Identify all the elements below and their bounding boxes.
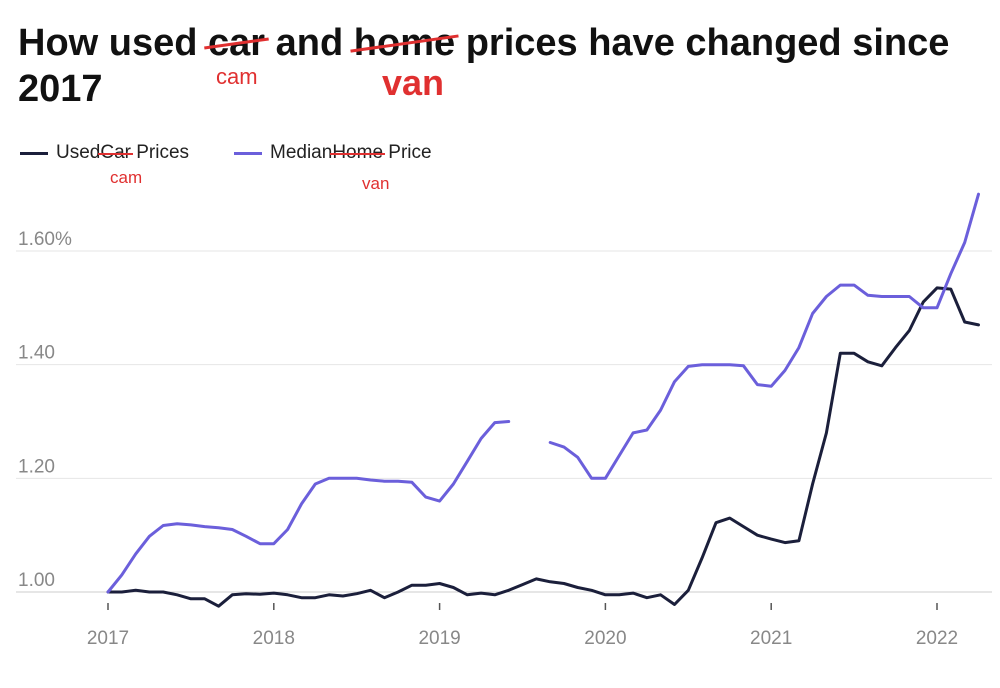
tick-labels: 1.00 1.20 1.40 1.60% 2017 2018 2019 2020 2021 202… <box>18 229 958 649</box>
struck-word-home: home <box>353 22 456 64</box>
annotation-cam-legend: cam <box>110 168 143 187</box>
legend-swatch-used <box>20 152 48 155</box>
legend-struck-home: Home <box>330 142 385 163</box>
x-tick-label: 2017 <box>87 628 129 649</box>
series-line-median-home-seg-1 <box>548 192 980 480</box>
y-tick-label: 1.20 <box>18 456 55 477</box>
legend-struck-car: Car <box>98 142 133 163</box>
annotation-cam-title: cam <box>216 64 258 89</box>
legend-label-home: MedianHome Price <box>270 142 432 163</box>
annotation-van-legend: van <box>362 174 390 193</box>
series-line-median-home-seg-0 <box>106 420 511 594</box>
x-tick-label: 2022 <box>916 628 958 649</box>
legend-swatch-home <box>234 152 262 155</box>
chart-title: How used car and home prices have change… <box>18 22 950 110</box>
struck-word-car: car <box>208 22 266 64</box>
annotation-van-title: van <box>382 62 445 103</box>
series-lines <box>106 192 980 608</box>
y-tick-label: 1.60% <box>18 229 72 250</box>
x-tick-label: 2019 <box>418 628 460 649</box>
legend-label-used: UsedCar Prices <box>56 142 190 163</box>
series-line-used-car-seg-0 <box>106 286 980 608</box>
y-tick-label: 1.40 <box>18 343 55 364</box>
y-tick-label: 1.00 <box>18 570 55 591</box>
x-tick-label: 2021 <box>750 628 792 649</box>
x-tick-label: 2018 <box>253 628 295 649</box>
x-tick-label: 2020 <box>584 628 626 649</box>
